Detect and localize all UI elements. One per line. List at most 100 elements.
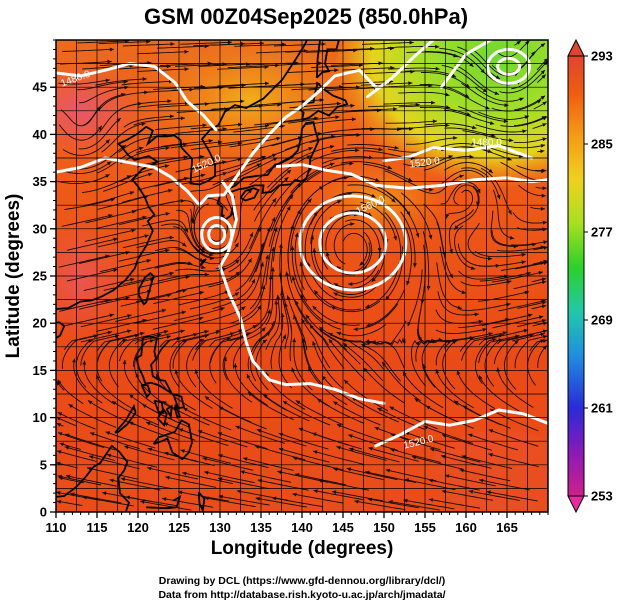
streamline: [120, 477, 172, 490]
streamline-arrow: [528, 313, 533, 318]
streamline-arrow: [336, 445, 341, 450]
streamline: [321, 375, 365, 410]
y-tick-label: 0: [40, 505, 47, 520]
streamline-arrow: [317, 398, 322, 403]
streamline-arrow: [106, 453, 112, 458]
streamline-arrow: [170, 42, 175, 46]
streamline: [336, 446, 387, 461]
streamline-arrow: [64, 445, 70, 450]
streamline-arrow: [456, 370, 461, 375]
streamline-arrow: [516, 40, 521, 45]
streamline: [475, 124, 527, 133]
streamline: [457, 46, 501, 80]
streamline-arrow: [498, 338, 503, 342]
streamline: [325, 214, 359, 251]
streamline: [411, 455, 463, 470]
streamline: [461, 146, 512, 161]
streamline-arrow: [530, 51, 536, 56]
streamline: [119, 333, 162, 362]
streamline: [515, 261, 548, 270]
streamline-arrow: [264, 124, 270, 128]
streamline: [294, 300, 329, 346]
streamline: [105, 431, 156, 449]
contour-label: 1480.0: [471, 138, 502, 149]
streamline: [215, 155, 266, 173]
streamline-arrow: [184, 101, 190, 106]
streamline-arrow: [503, 119, 508, 124]
streamline: [342, 67, 395, 71]
streamline-arrow: [204, 102, 209, 106]
streamline: [292, 493, 344, 504]
streamline: [456, 370, 496, 409]
streamline: [288, 116, 340, 124]
streamline: [371, 228, 386, 283]
streamline-arrow: [165, 212, 170, 216]
streamline-arrow: [252, 324, 257, 329]
streamline: [101, 122, 146, 153]
streamline: [195, 369, 233, 409]
streamline: [194, 242, 239, 259]
streamline: [157, 45, 209, 49]
streamline-arrow: [415, 233, 420, 238]
colorbar-min-arrow: [567, 495, 585, 514]
streamline-arrow: [181, 310, 187, 315]
streamline: [514, 95, 546, 111]
streamline: [371, 337, 406, 345]
streamline: [290, 198, 312, 252]
streamline: [97, 195, 149, 210]
streamline: [462, 130, 514, 142]
streamline-arrow: [238, 122, 243, 127]
streamline: [121, 80, 174, 86]
streamline-arrow: [243, 457, 248, 461]
streamline-arrow: [129, 394, 134, 399]
streamline-arrow: [82, 360, 87, 365]
streamline-arrow: [486, 490, 491, 495]
streamline: [120, 147, 170, 165]
streamline: [61, 214, 113, 227]
streamline-arrow: [359, 261, 364, 266]
contour-line: [275, 163, 548, 190]
streamline-arrow: [325, 251, 330, 257]
colorbar-tick-label: 293: [591, 49, 613, 64]
streamline-arrow: [540, 149, 545, 154]
streamline-arrow: [129, 191, 135, 195]
streamline: [217, 82, 270, 87]
streamline-arrow: [235, 271, 240, 276]
streamline: [195, 329, 243, 351]
streamline: [119, 164, 170, 183]
streamline-arrow: [142, 77, 147, 81]
streamline: [301, 318, 331, 369]
streamline-arrow: [89, 455, 94, 460]
streamline-arrow: [543, 240, 548, 245]
streamline-arrow: [146, 40, 151, 44]
streamline: [136, 51, 189, 55]
streamline-arrow: [472, 125, 477, 130]
streamline-arrow: [124, 445, 129, 450]
streamline-arrow: [423, 425, 428, 430]
streamline-arrow: [169, 114, 175, 119]
streamline-arrow: [313, 211, 318, 217]
streamline-arrow: [356, 133, 361, 137]
streamline-arrow: [130, 277, 135, 282]
colorbar-tick-label: 269: [591, 313, 613, 328]
coastline: [56, 321, 66, 340]
streamline: [172, 334, 209, 369]
y-tick-label: 10: [33, 410, 47, 425]
streamline: [165, 476, 217, 488]
streamline-arrow: [209, 252, 214, 257]
streamline: [155, 246, 204, 262]
streamline-arrow: [543, 246, 548, 250]
streamline: [387, 45, 440, 49]
streamline-arrow: [162, 497, 167, 501]
streamline: [63, 314, 114, 327]
streamline: [100, 290, 152, 303]
streamline: [79, 144, 127, 170]
streamline-arrow: [509, 235, 515, 240]
streamline-arrow: [540, 95, 546, 100]
streamline: [103, 278, 155, 291]
streamline-arrow: [309, 324, 314, 329]
streamline-arrow: [540, 339, 545, 343]
streamline-arrow: [59, 442, 64, 447]
streamline: [141, 261, 193, 271]
streamline-arrow: [66, 474, 71, 479]
